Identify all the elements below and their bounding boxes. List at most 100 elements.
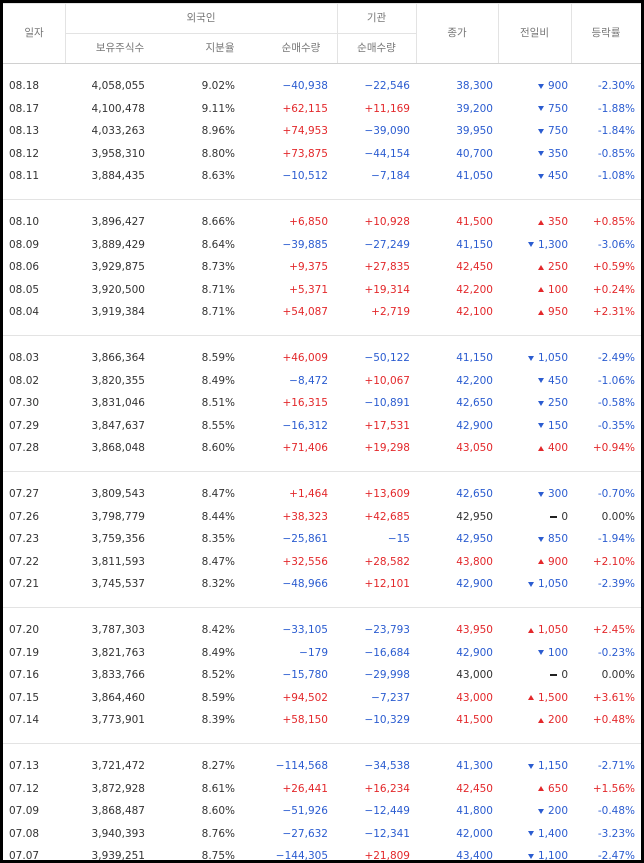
cell-close: 41,500 (456, 216, 493, 228)
change-value: 250 (547, 261, 568, 273)
cell-close: 42,950 (456, 510, 493, 523)
change-icon (537, 400, 544, 406)
cell-date: 08.17 (9, 102, 40, 115)
cell-change: 100 (537, 645, 568, 661)
cell-institution-net: −7,237 (371, 691, 410, 704)
cell-close: 42,950 (456, 533, 493, 545)
cell-foreign-net: −114,568 (275, 760, 328, 772)
change-value: 850 (547, 533, 568, 545)
cell-foreign-net: −48,966 (282, 578, 328, 590)
cell-foreign-net: −40,938 (282, 80, 328, 92)
cell-date: 07.23 (9, 533, 40, 545)
change-icon (527, 581, 534, 587)
cell-rate: -0.48% (597, 805, 635, 817)
cell-date: 08.04 (9, 306, 40, 318)
cell-foreign-net: −144,305 (275, 850, 328, 862)
change-icon (527, 763, 534, 769)
cell-foreign-net: +9,375 (289, 261, 328, 273)
cell-close: 42,650 (456, 397, 493, 409)
cell-ratio: 8.51% (201, 397, 235, 409)
header-rate: 등락률 (591, 27, 621, 39)
cell-institution-net: −22,546 (364, 80, 410, 92)
cell-date: 08.03 (9, 352, 40, 364)
cell-date: 07.29 (9, 419, 40, 432)
cell-institution-net: +21,809 (364, 850, 410, 862)
cell-ratio: 8.76% (201, 827, 235, 840)
change-value: 400 (547, 442, 568, 454)
cell-institution-net: +10,928 (364, 216, 410, 228)
cell-change: 250 (537, 395, 568, 411)
cell-foreign-net: +16,315 (282, 397, 328, 409)
cell-holdings: 3,847,637 (91, 419, 145, 432)
cell-ratio: 8.75% (201, 850, 235, 862)
header-foreign: 외국인 (186, 12, 216, 24)
cell-date: 07.21 (9, 578, 40, 590)
change-icon (527, 831, 534, 836)
cell-foreign-net: +73,875 (282, 147, 328, 160)
cell-ratio: 8.73% (201, 261, 235, 273)
cell-rate: +0.59% (592, 261, 635, 273)
cell-rate: +0.94% (592, 442, 635, 454)
cell-holdings: 3,866,364 (91, 352, 145, 364)
cell-foreign-net: −39,885 (282, 238, 328, 251)
change-icon (537, 128, 544, 134)
change-value: 750 (547, 125, 568, 137)
cell-foreign-net: −15,780 (282, 669, 328, 681)
change-icon (537, 717, 544, 723)
cell-rate: -1.08% (597, 170, 635, 182)
cell-holdings: 3,811,593 (91, 555, 145, 568)
cell-holdings: 4,033,263 (91, 125, 145, 137)
cell-institution-net: +2,719 (371, 306, 410, 318)
change-value: 150 (547, 419, 568, 432)
cell-close: 42,000 (456, 827, 493, 840)
change-value: 1,500 (537, 691, 568, 704)
cell-ratio: 8.61% (201, 782, 235, 795)
change-icon (537, 219, 544, 225)
change-value: 100 (547, 283, 568, 296)
change-icon (537, 264, 544, 270)
cell-close: 39,200 (456, 102, 493, 115)
cell-ratio: 8.80% (201, 147, 235, 160)
cell-change: 400 (537, 440, 568, 456)
header-top-line (3, 3, 641, 4)
cell-ratio: 8.47% (201, 488, 235, 500)
cell-foreign-net: −179 (299, 646, 328, 659)
cell-holdings: 3,920,500 (91, 283, 145, 296)
change-value: 900 (547, 80, 568, 92)
header-change: 전일비 (520, 27, 549, 39)
header-divider (416, 3, 417, 63)
change-value: 950 (547, 306, 568, 318)
cell-change: 850 (537, 531, 568, 547)
cell-ratio: 8.42% (201, 624, 235, 636)
change-icon (527, 355, 534, 361)
cell-date: 07.13 (9, 760, 40, 772)
cell-ratio: 8.27% (201, 760, 235, 772)
cell-close: 42,900 (456, 646, 493, 659)
cell-rate: +0.48% (592, 714, 635, 726)
cell-change: 900 (537, 78, 568, 94)
change-icon (537, 445, 544, 451)
cell-foreign-net: −51,926 (282, 805, 328, 817)
cell-rate: +0.85% (592, 216, 635, 228)
cell-holdings: 3,759,356 (91, 533, 145, 545)
cell-change: 250 (537, 259, 568, 275)
cell-ratio: 8.49% (201, 374, 235, 387)
cell-ratio: 8.59% (201, 691, 235, 704)
cell-date: 08.18 (9, 80, 40, 92)
cell-foreign-net: +26,441 (282, 782, 328, 795)
cell-ratio: 8.32% (201, 578, 235, 590)
cell-change: 450 (537, 373, 568, 389)
change-value: 300 (547, 488, 568, 500)
change-value: 1,050 (537, 578, 568, 590)
cell-holdings: 4,100,478 (91, 102, 145, 115)
cell-ratio: 9.11% (201, 102, 235, 115)
cell-foreign-net: +62,115 (282, 102, 328, 115)
cell-close: 40,700 (456, 147, 493, 160)
change-icon (527, 695, 534, 700)
cell-foreign-net: −16,312 (282, 419, 328, 432)
cell-close: 41,300 (456, 760, 493, 772)
cell-rate: 0.00% (601, 669, 635, 681)
cell-date: 07.22 (9, 555, 40, 568)
cell-holdings: 3,745,537 (91, 578, 145, 590)
cell-holdings: 3,721,472 (91, 760, 145, 772)
